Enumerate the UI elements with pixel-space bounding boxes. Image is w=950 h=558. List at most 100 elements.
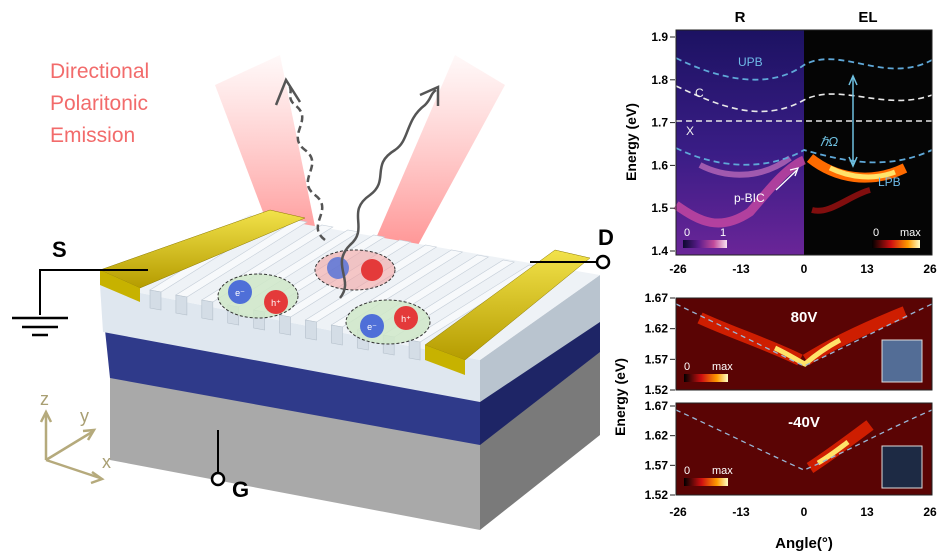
middle-voltage: 80V	[791, 309, 818, 326]
panel-top-xticks: -26 -13 0 13 26	[669, 262, 937, 276]
colorbar-reflectance	[683, 240, 727, 248]
y-tick-label: 1.52	[645, 488, 669, 502]
electron-label-left: e⁻	[235, 288, 245, 298]
emission-label-line2: Polaritonic	[50, 92, 148, 115]
y-tick-label: 1.52	[645, 383, 669, 397]
axis-z-label: z	[40, 389, 49, 409]
x-tick-label: 26	[923, 262, 937, 276]
reflectance-band	[673, 155, 807, 228]
grating-fin-front	[149, 289, 162, 311]
x-tick-label: 26	[923, 505, 937, 519]
label-lpb: LPB	[878, 175, 901, 189]
y-tick-label: 1.6	[651, 158, 668, 172]
bottom-inset-image	[881, 445, 923, 489]
x-tick-label: 0	[801, 505, 808, 519]
photon-path-solid	[338, 88, 437, 299]
panel-bottom-xticks: -26 -13 0 13 26	[669, 505, 937, 519]
grating-fin-front	[279, 314, 291, 336]
x-tick-label: -26	[669, 262, 687, 276]
electron-right	[360, 314, 384, 338]
exciton-pair-right	[345, 299, 431, 345]
coordinate-axes	[39, 409, 105, 485]
x-tick-label: 13	[860, 262, 874, 276]
y-tick-label: 1.8	[651, 73, 668, 87]
drain-terminal	[595, 254, 611, 270]
label-x: X	[686, 124, 694, 138]
gate-terminal	[210, 471, 226, 487]
xlabel-angle: Angle(°)	[775, 535, 833, 552]
el-band-core	[828, 165, 896, 180]
photon-path-dashed	[287, 83, 326, 241]
gate-label: G	[232, 477, 249, 502]
label-upb: UPB	[738, 55, 763, 69]
bottom-colorbar-max: max	[712, 465, 733, 477]
panel-top-frame	[675, 29, 933, 256]
middle-colorbar-max: max	[712, 361, 733, 373]
colorbar-el-min: 0	[873, 227, 879, 239]
x-tick-label: 13	[860, 505, 874, 519]
middle-inset-image	[881, 339, 923, 383]
axis-x-label: x	[102, 452, 111, 472]
middle-colorbar	[684, 374, 728, 382]
source-label: S	[52, 237, 67, 262]
y-tick-label: 1.57	[645, 458, 669, 472]
electron-left	[228, 280, 252, 304]
y-tick-label: 1.62	[645, 322, 669, 336]
y-tick-label: 1.67	[645, 291, 669, 305]
dielectric-side	[480, 320, 600, 445]
substrate-front	[110, 375, 480, 530]
el-band-lower	[811, 187, 871, 214]
panel-middle: 80V 0 max	[675, 297, 933, 391]
rabi-arrowhead-bottom	[848, 156, 858, 168]
drain-label: D	[598, 225, 614, 250]
panel-top-ylabel: Energy (eV)	[623, 103, 639, 181]
colorbar-el	[872, 240, 920, 248]
label-rabi: ℏΩ	[820, 134, 838, 149]
dielectric-front	[105, 330, 480, 445]
y-tick-label: 1.62	[645, 429, 669, 443]
electron-center	[327, 257, 349, 279]
bottom-dispersion	[675, 409, 933, 471]
hole-label-right: h⁺	[401, 314, 411, 324]
rabi-arrowhead-top	[848, 74, 858, 86]
y-tick-label: 1.9	[651, 30, 668, 44]
header-electroluminescence: EL	[858, 9, 877, 26]
panel-bottom-frame	[675, 402, 933, 496]
grating-fin-front	[331, 324, 343, 346]
panel-top-yticks: 1.9 1.8 1.7 1.6 1.5 1.4	[651, 30, 675, 258]
hole-label-left: h⁺	[271, 298, 281, 308]
top-layer-side	[480, 275, 600, 402]
y-tick-label: 1.57	[645, 352, 669, 366]
x-tick-label: -26	[669, 505, 687, 519]
y-tick-label: 1.5	[651, 201, 668, 215]
photon-arrowhead-dashed	[274, 77, 302, 106]
panel-top: UPB C X ℏΩ LPB p-BIC 0 1 0 max	[673, 29, 933, 256]
source-wire	[39, 269, 148, 315]
colorbar-reflectance-min: 0	[684, 227, 690, 239]
middle-dispersion	[675, 303, 933, 367]
photon-arrowhead-solid	[419, 85, 440, 106]
lpb-curve	[675, 147, 933, 166]
panel-middle-frame	[675, 297, 933, 391]
cavity-curve	[675, 85, 933, 113]
panel-middle-yticks: 1.67 1.62 1.57 1.52	[645, 291, 675, 397]
y-tick-label: 1.67	[645, 399, 669, 413]
grating-fin-front	[408, 339, 421, 361]
bottom-voltage: -40V	[788, 414, 820, 431]
electron-label-right: e⁻	[367, 322, 377, 332]
x-tick-label: -13	[732, 262, 750, 276]
header-reflectance: R	[735, 9, 746, 26]
reflectance-lpb-arc	[698, 155, 792, 178]
dispersion-panels: R EL UPB C X ℏΩ LPB	[612, 9, 937, 552]
bottom-colorbar-min: 0	[684, 465, 690, 477]
emission-label-line3: Emission	[50, 124, 135, 147]
grating-fin-front	[201, 299, 214, 321]
upb-curve	[675, 57, 933, 81]
pbic-pointer	[775, 169, 798, 191]
x-tick-label: -13	[732, 505, 750, 519]
emission-label-line1: Directional	[50, 60, 149, 83]
device-schematic: e⁻ h⁺ e⁻ h⁺ Directional Polaritonic Emis…	[12, 55, 614, 530]
panel-bottom-yticks: 1.67 1.62 1.57 1.52	[645, 399, 675, 502]
y-tick-label: 1.4	[651, 244, 668, 258]
middle-colorbar-min: 0	[684, 361, 690, 373]
